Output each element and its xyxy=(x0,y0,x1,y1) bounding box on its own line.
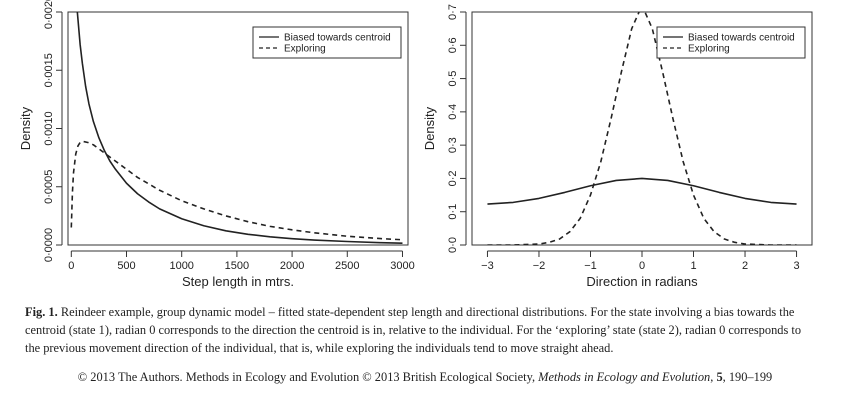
x-tick-label: 0 xyxy=(639,260,645,272)
figure-1: 0 500 1000 1500 2000 2500 3000 Step length in m… xyxy=(18,0,813,289)
direction-plot: −3 −2 −1 0 1 2 3 Direction in radians 0·0 0·1 0·2 0… xyxy=(422,4,813,289)
y-tick-label: 0·6 xyxy=(447,37,459,53)
y-tick-label: 0·0000 xyxy=(43,228,55,262)
y-tick-label: 0·1 xyxy=(447,204,459,220)
footer-volume: 5 xyxy=(716,370,723,384)
x-tick-label: 3 xyxy=(793,260,799,272)
y-tick-label: 0·5 xyxy=(447,71,459,87)
x-tick-label: 1500 xyxy=(225,260,249,272)
caption-label: Fig. 1. xyxy=(25,305,58,319)
caption-text: Reindeer example, group dynamic model – … xyxy=(25,305,802,355)
y-tick-label: 0·4 xyxy=(447,104,459,120)
x-tick-label: 3000 xyxy=(390,260,414,272)
y-tick-label: 0·3 xyxy=(447,137,459,153)
y-axis-label: Density xyxy=(18,106,33,150)
step-length-plot: 0 500 1000 1500 2000 2500 3000 Step length in m… xyxy=(18,0,415,289)
series-line-exploring xyxy=(70,140,403,241)
x-tick-label: 2 xyxy=(742,260,748,272)
footer-pages: 190–199 xyxy=(728,370,773,384)
y-tick-label: 0·0005 xyxy=(43,170,55,204)
x-tick-label: 0 xyxy=(68,260,74,272)
plot-frame xyxy=(67,11,409,246)
plot-frame xyxy=(471,11,813,246)
y-tick-label: 0·0010 xyxy=(43,111,55,145)
x-axis-label: Direction in radians xyxy=(586,274,698,289)
legend-entry: Exploring xyxy=(688,44,730,55)
y-tick-label: 0·7 xyxy=(447,4,459,20)
legend-box xyxy=(252,26,402,59)
series-line-exploring xyxy=(487,12,797,245)
footer-copyright: © 2013 The Authors. Methods in Ecology a… xyxy=(77,370,536,384)
y-tick-label: 0·2 xyxy=(447,170,459,186)
footer-journal: Methods in Ecology and Evolution xyxy=(538,370,711,384)
y-axis-label: Density xyxy=(422,106,437,150)
legend-box xyxy=(656,26,806,59)
x-tick-label: 1000 xyxy=(169,260,193,272)
x-tick-label: −2 xyxy=(533,260,546,272)
y-tick-label: 0·0 xyxy=(447,237,459,253)
y-tick-label: 0·0015 xyxy=(43,53,55,87)
series-line-biased xyxy=(76,12,403,244)
x-tick-label: 2000 xyxy=(280,260,304,272)
legend-entry: Biased towards centroid xyxy=(688,33,795,44)
x-tick-label: −1 xyxy=(584,260,597,272)
legend-entry: Biased towards centroid xyxy=(284,33,391,44)
y-tick-label: 0·0020 xyxy=(43,0,55,29)
x-tick-label: 2500 xyxy=(335,260,359,272)
series-line-biased xyxy=(487,177,797,205)
legend-entry: Exploring xyxy=(284,44,326,55)
x-tick-label: −3 xyxy=(481,260,494,272)
x-axis-label: Step length in mtrs. xyxy=(182,274,294,289)
x-tick-label: 1 xyxy=(690,260,696,272)
page-footer: © 2013 The Authors. Methods in Ecology a… xyxy=(77,370,773,384)
figure-caption: Fig. 1. Reindeer example, group dynamic … xyxy=(25,303,815,357)
x-tick-label: 500 xyxy=(117,260,135,272)
